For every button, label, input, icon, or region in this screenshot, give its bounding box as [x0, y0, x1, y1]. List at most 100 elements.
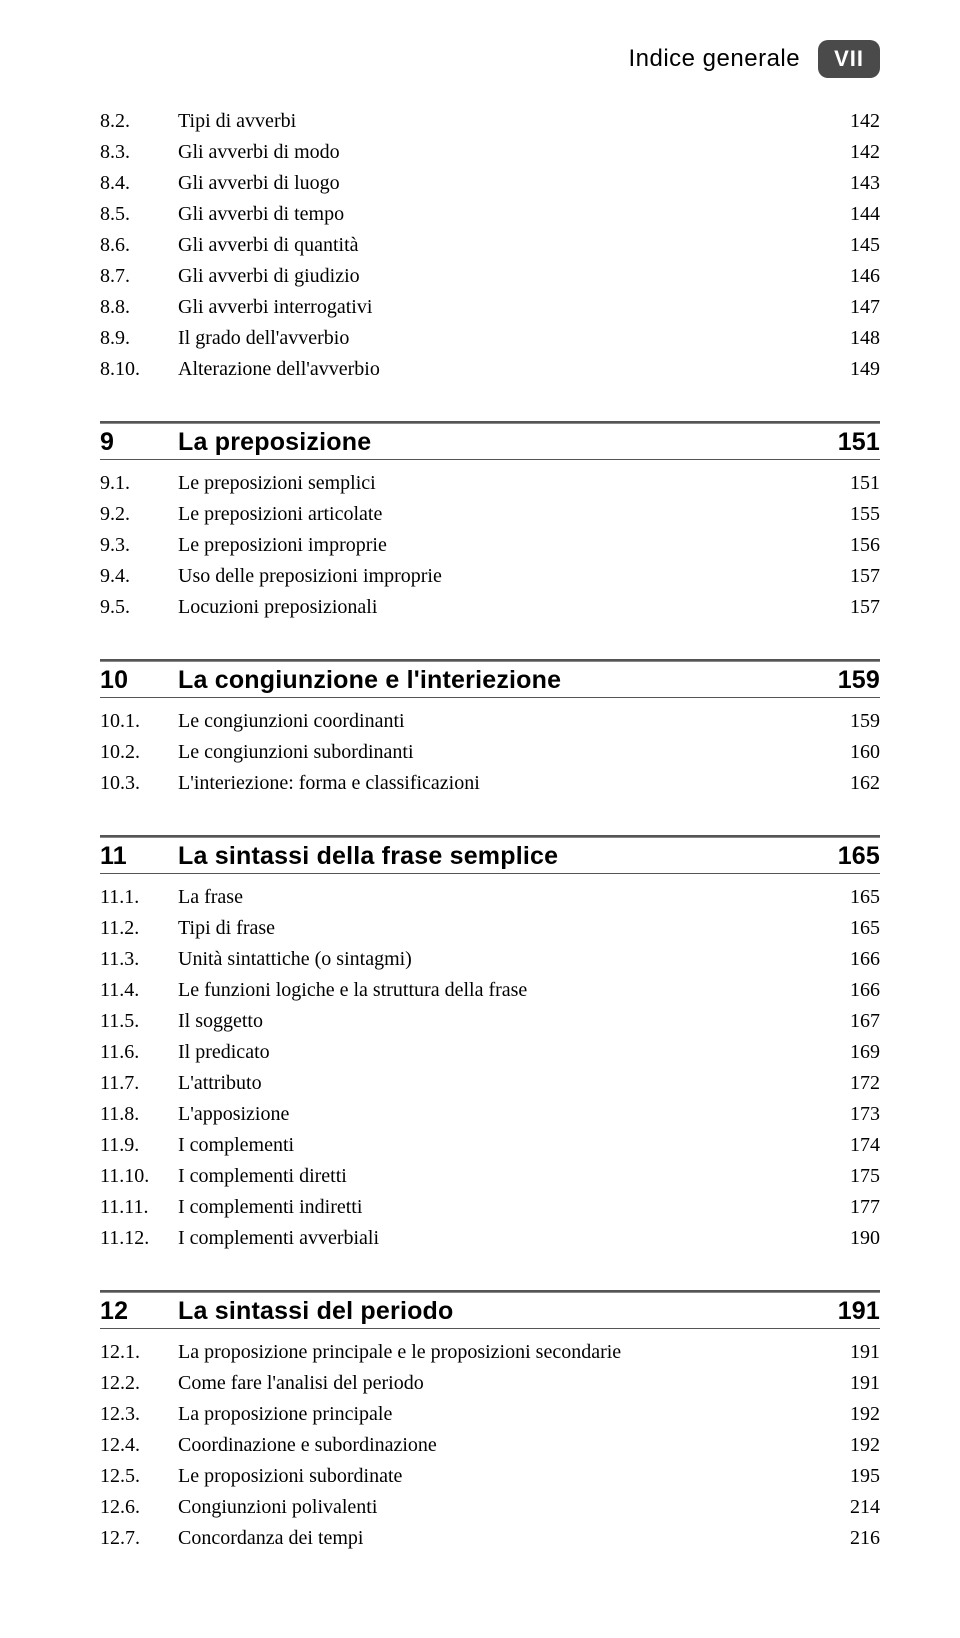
toc-entry-text: Gli avverbi di quantità — [178, 230, 820, 261]
toc-entry-page: 192 — [820, 1399, 880, 1430]
chapter-title-row: 12La sintassi del periodo191 — [100, 1293, 880, 1329]
toc-entry-page: 195 — [820, 1461, 880, 1492]
toc-entry-number: 12.1. — [100, 1337, 178, 1368]
toc-entry-page: 174 — [820, 1130, 880, 1161]
toc-entry-text: L'interiezione: forma e classificazioni — [178, 768, 820, 799]
toc-entry: 9.2.Le preposizioni articolate155 — [100, 499, 880, 530]
toc-entries-group: 9.1.Le preposizioni semplici1519.2.Le pr… — [100, 468, 880, 623]
toc-entry-page: 172 — [820, 1068, 880, 1099]
toc-entry: 11.6.Il predicato169 — [100, 1037, 880, 1068]
toc-entry-page: 145 — [820, 230, 880, 261]
toc-entry: 12.6.Congiunzioni polivalenti214 — [100, 1492, 880, 1523]
toc-entry-page: 165 — [820, 882, 880, 913]
toc-entry-page: 162 — [820, 768, 880, 799]
toc-entry-number: 11.11. — [100, 1192, 178, 1223]
toc-entry-page: 166 — [820, 944, 880, 975]
toc-entries-group: 11.1.La frase16511.2.Tipi di frase16511.… — [100, 882, 880, 1254]
toc-entry-number: 12.4. — [100, 1430, 178, 1461]
toc-entry: 8.8.Gli avverbi interrogativi147 — [100, 292, 880, 323]
toc-entry: 8.9.Il grado dell'avverbio148 — [100, 323, 880, 354]
toc-entry-page: 147 — [820, 292, 880, 323]
chapter-page: 151 — [810, 428, 880, 457]
toc-entry-text: Le preposizioni articolate — [178, 499, 820, 530]
toc-entry-text: Gli avverbi interrogativi — [178, 292, 820, 323]
toc-entry-number: 8.9. — [100, 323, 178, 354]
toc-entry-number: 8.7. — [100, 261, 178, 292]
toc-entry-number: 12.7. — [100, 1523, 178, 1554]
toc-entry: 11.12.I complementi avverbiali190 — [100, 1223, 880, 1254]
toc-entry-number: 8.8. — [100, 292, 178, 323]
toc-container: 8.2.Tipi di avverbi1428.3.Gli avverbi di… — [100, 106, 880, 1554]
page-number-badge: VII — [818, 40, 880, 78]
toc-entry: 10.1.Le congiunzioni coordinanti159 — [100, 706, 880, 737]
toc-entry-page: 156 — [820, 530, 880, 561]
toc-entry-page: 175 — [820, 1161, 880, 1192]
toc-entry-number: 9.5. — [100, 592, 178, 623]
chapter-title-row: 9La preposizione151 — [100, 424, 880, 460]
toc-entry: 11.4.Le funzioni logiche e la struttura … — [100, 975, 880, 1006]
toc-entry: 8.2.Tipi di avverbi142 — [100, 106, 880, 137]
toc-entry-text: Tipi di frase — [178, 913, 820, 944]
chapter-title: La sintassi del periodo — [178, 1297, 810, 1326]
toc-entry-page: 157 — [820, 561, 880, 592]
toc-entry-page: 190 — [820, 1223, 880, 1254]
toc-entry: 12.2.Come fare l'analisi del periodo191 — [100, 1368, 880, 1399]
toc-entry: 9.4.Uso delle preposizioni improprie157 — [100, 561, 880, 592]
chapter-title: La congiunzione e l'interiezione — [178, 666, 810, 695]
toc-entry-number: 10.2. — [100, 737, 178, 768]
toc-entry-text: Le congiunzioni subordinanti — [178, 737, 820, 768]
toc-entry-text: Coordinazione e subordinazione — [178, 1430, 820, 1461]
toc-entry-text: La frase — [178, 882, 820, 913]
toc-entries-group: 10.1.Le congiunzioni coordinanti15910.2.… — [100, 706, 880, 799]
chapter-title-row: 11La sintassi della frase semplice165 — [100, 838, 880, 874]
toc-entry-text: Tipi di avverbi — [178, 106, 820, 137]
toc-entry: 11.10.I complementi diretti175 — [100, 1161, 880, 1192]
toc-entry: 12.7.Concordanza dei tempi216 — [100, 1523, 880, 1554]
toc-entry-text: Gli avverbi di modo — [178, 137, 820, 168]
toc-entry-number: 8.6. — [100, 230, 178, 261]
toc-entry-page: 142 — [820, 137, 880, 168]
header-title: Indice generale — [628, 45, 800, 73]
toc-entry-text: I complementi diretti — [178, 1161, 820, 1192]
toc-entry-page: 149 — [820, 354, 880, 385]
toc-entry: 8.4.Gli avverbi di luogo143 — [100, 168, 880, 199]
toc-entry-number: 11.3. — [100, 944, 178, 975]
toc-entry-text: Uso delle preposizioni improprie — [178, 561, 820, 592]
toc-entry-page: 155 — [820, 499, 880, 530]
toc-entry-page: 160 — [820, 737, 880, 768]
toc-entry: 10.3.L'interiezione: forma e classificaz… — [100, 768, 880, 799]
toc-entries-group: 8.2.Tipi di avverbi1428.3.Gli avverbi di… — [100, 106, 880, 385]
toc-entry-page: 169 — [820, 1037, 880, 1068]
toc-entry: 8.10.Alterazione dell'avverbio149 — [100, 354, 880, 385]
toc-entry-page: 148 — [820, 323, 880, 354]
toc-entry-number: 10.1. — [100, 706, 178, 737]
toc-entries-group: 12.1.La proposizione principale e le pro… — [100, 1337, 880, 1554]
toc-entry-number: 11.5. — [100, 1006, 178, 1037]
toc-entry-number: 11.9. — [100, 1130, 178, 1161]
toc-entry: 11.1.La frase165 — [100, 882, 880, 913]
toc-entry-number: 12.5. — [100, 1461, 178, 1492]
toc-entry-page: 142 — [820, 106, 880, 137]
page-header: Indice generale VII — [100, 40, 880, 78]
toc-entry-page: 167 — [820, 1006, 880, 1037]
toc-entry-page: 166 — [820, 975, 880, 1006]
toc-entry-number: 11.8. — [100, 1099, 178, 1130]
toc-entry: 9.1.Le preposizioni semplici151 — [100, 468, 880, 499]
toc-entry: 12.1.La proposizione principale e le pro… — [100, 1337, 880, 1368]
chapter-page: 165 — [810, 842, 880, 871]
toc-entry-text: L'apposizione — [178, 1099, 820, 1130]
toc-entry-text: La proposizione principale — [178, 1399, 820, 1430]
toc-entry-number: 9.2. — [100, 499, 178, 530]
toc-entry: 8.6.Gli avverbi di quantità145 — [100, 230, 880, 261]
chapter-heading: 11La sintassi della frase semplice165 — [100, 835, 880, 874]
chapter-number: 10 — [100, 666, 178, 695]
toc-entry-number: 11.2. — [100, 913, 178, 944]
toc-entry-number: 11.12. — [100, 1223, 178, 1254]
toc-entry-text: I complementi indiretti — [178, 1192, 820, 1223]
toc-entry: 11.2.Tipi di frase165 — [100, 913, 880, 944]
chapter-page: 191 — [810, 1297, 880, 1326]
toc-entry: 12.3.La proposizione principale192 — [100, 1399, 880, 1430]
toc-entry-number: 9.4. — [100, 561, 178, 592]
toc-entry-page: 144 — [820, 199, 880, 230]
chapter-number: 12 — [100, 1297, 178, 1326]
